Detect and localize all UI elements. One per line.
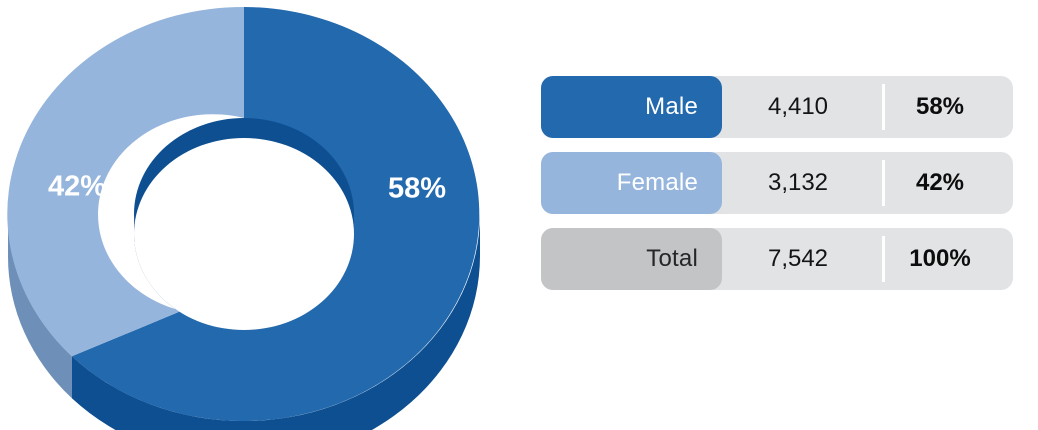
male-outer-side-wall-left <box>71 356 244 430</box>
donut-hole <box>134 138 354 330</box>
legend-pill-female[interactable]: Female <box>541 152 722 214</box>
legend-row-female[interactable]: Female 3,132 42% <box>541 152 1013 214</box>
legend-divider-female <box>882 160 885 206</box>
donut-label-male: 58% <box>388 173 446 205</box>
legend-value-male: 4,410 <box>767 93 829 120</box>
legend-label-female: Female <box>616 169 698 196</box>
donut-label-female: 42% <box>48 171 106 203</box>
donut-chart[interactable]: 58% 42% <box>0 0 520 430</box>
male-outer-side-wall-right <box>244 214 480 430</box>
legend-pill-total[interactable]: Total <box>541 228 722 290</box>
female-outer-side-wall <box>7 214 72 399</box>
donut-chart-svg: 58% 42% <box>7 6 480 430</box>
legend-label-total: Total <box>646 245 698 272</box>
female-slice-top[interactable] <box>7 6 244 357</box>
legend-divider-male <box>882 84 885 130</box>
legend-divider-total <box>882 236 885 282</box>
legend-percent-total: 100% <box>909 245 971 272</box>
legend-percent-male: 58% <box>915 93 965 120</box>
legend-table: Male 4,410 58% Female 3,132 42% Total 7,… <box>541 76 1013 326</box>
legend-label-male: Male <box>645 93 698 120</box>
legend-value-total: 7,542 <box>767 245 829 272</box>
legend-percent-female: 42% <box>915 169 965 196</box>
legend-row-male[interactable]: Male 4,410 58% <box>541 76 1013 138</box>
legend-value-female: 3,132 <box>767 169 829 196</box>
male-slice-top[interactable] <box>71 7 480 421</box>
legend-pill-male[interactable]: Male <box>541 76 722 138</box>
legend-row-total[interactable]: Total 7,542 100% <box>541 228 1013 290</box>
